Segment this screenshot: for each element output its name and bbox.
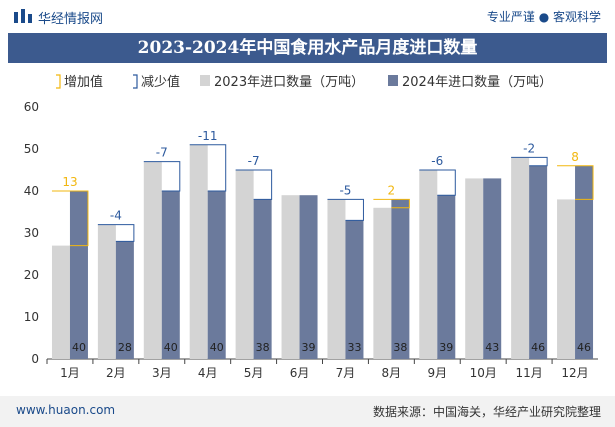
data-label-2024: 46: [531, 341, 545, 354]
data-label-2024: 33: [347, 341, 361, 354]
data-label-2024: 39: [439, 341, 453, 354]
data-label-2024: 38: [256, 341, 270, 354]
x-tick-label: 1月: [60, 366, 80, 380]
bar-2023: [557, 199, 576, 359]
data-label-2024: 40: [210, 341, 224, 354]
bar-chart: 增加值 减少值 2023年进口数量（万吨） 2024年进口数量（万吨） 0 10 2…: [24, 74, 598, 380]
change-label: 8: [571, 150, 579, 164]
bar-2023: [235, 170, 254, 359]
change-bracket: [373, 198, 410, 209]
brand-name: 华经情报网: [38, 12, 104, 27]
change-label: -7: [156, 146, 168, 160]
data-source: 数据来源：中国海关，华经产业研究院整理: [372, 405, 601, 419]
change-bracket: [235, 169, 273, 200]
bar-2024: [253, 199, 272, 359]
bar-2024: [69, 191, 88, 359]
change-bracket: [189, 144, 227, 192]
legend-item-2024: 2024年进口数量（万吨）: [388, 75, 552, 90]
change-bracket: [51, 190, 89, 247]
chart-title: 2023-2024年中国食用水产品月度进口数量: [137, 38, 478, 58]
change-label: -2: [523, 141, 535, 155]
x-tick-label: 4月: [198, 366, 218, 380]
change-label: -4: [110, 209, 122, 223]
legend-item-decrease: 减少值: [133, 74, 180, 90]
x-tick-label: 7月: [336, 366, 356, 380]
bar-2024: [437, 195, 456, 359]
x-tick-label: 3月: [152, 366, 172, 380]
bar-2024: [529, 165, 548, 359]
data-label-2024: 38: [393, 341, 407, 354]
change-bracket: [511, 156, 548, 167]
change-label: -5: [339, 183, 351, 197]
x-tick-label: 8月: [382, 366, 402, 380]
bar-2023: [143, 161, 162, 359]
legend-item-2023: 2023年进口数量（万吨）: [200, 75, 364, 90]
bar-2023: [373, 207, 392, 359]
title-bar: 2023-2024年中国食用水产品月度进口数量: [8, 33, 607, 63]
bar-2023: [97, 224, 116, 359]
bar-2024: [299, 195, 318, 359]
top-header: 华经情报网 专业严谨 ● 客观科学: [0, 0, 615, 32]
y-tick-label: 0: [31, 352, 39, 366]
x-tick-label: 2月: [106, 366, 126, 380]
bar-2023: [51, 245, 70, 359]
website-link[interactable]: www.huaon.com: [16, 403, 116, 417]
change-label: 13: [62, 175, 77, 189]
bar-2024: [161, 191, 180, 359]
footer: www.huaon.com 数据来源：中国海关，华经产业研究院整理: [0, 396, 615, 427]
bar-2023: [465, 178, 484, 359]
data-label-2024: 43: [485, 341, 499, 354]
change-label: -6: [431, 154, 443, 168]
bar-2023: [419, 170, 438, 359]
bar-2024: [207, 191, 226, 359]
legend-label-2024: 2024年进口数量（万吨）: [402, 75, 552, 90]
x-tick-label: 10月: [470, 366, 497, 380]
x-tick-label: 11月: [515, 366, 542, 380]
logo-icon: [14, 9, 32, 23]
x-tick-label: 6月: [290, 366, 310, 380]
bar-2024: [575, 165, 594, 359]
data-label-2024: 39: [302, 341, 316, 354]
plot-area: 01020304050601月40132月28-43月40-74月40-115月…: [24, 100, 598, 380]
change-label: -11: [198, 129, 218, 143]
bar-2023: [189, 144, 208, 359]
legend-label-increase: 增加值: [64, 74, 103, 90]
x-tick-label: 5月: [244, 366, 264, 380]
bar-2024: [483, 178, 502, 359]
change-bracket: [419, 169, 456, 196]
bar-2023: [281, 195, 300, 359]
legend-item-increase: 增加值: [56, 74, 103, 90]
bar-2024: [115, 241, 134, 359]
change-bracket: [557, 165, 594, 200]
y-tick-label: 60: [24, 100, 39, 114]
x-tick-label: 9月: [427, 366, 447, 380]
change-label: -7: [248, 154, 260, 168]
change-bracket: [327, 198, 364, 221]
chart-legend: 增加值 减少值 2023年进口数量（万吨） 2024年进口数量（万吨）: [56, 74, 552, 90]
x-tick-label: 12月: [561, 366, 588, 380]
tagline: 专业严谨 ● 客观科学: [486, 10, 601, 24]
bar-2023: [327, 199, 346, 359]
legend-label-decrease: 减少值: [141, 74, 180, 90]
y-tick-label: 50: [24, 142, 39, 156]
data-label-2024: 46: [577, 341, 591, 354]
change-bracket: [143, 161, 181, 192]
change-bracket: [97, 224, 135, 242]
change-label: 2: [388, 183, 396, 197]
legend-label-2023: 2023年进口数量（万吨）: [214, 75, 364, 90]
data-label-2024: 28: [118, 341, 132, 354]
data-label-2024: 40: [164, 341, 178, 354]
bar-2024: [345, 220, 364, 359]
y-tick-label: 20: [24, 268, 39, 282]
y-tick-label: 40: [24, 184, 39, 198]
bar-2023: [511, 157, 530, 359]
y-tick-label: 30: [24, 226, 39, 240]
bar-2024: [391, 199, 410, 359]
y-tick-label: 10: [24, 310, 39, 324]
data-label-2024: 40: [72, 341, 86, 354]
